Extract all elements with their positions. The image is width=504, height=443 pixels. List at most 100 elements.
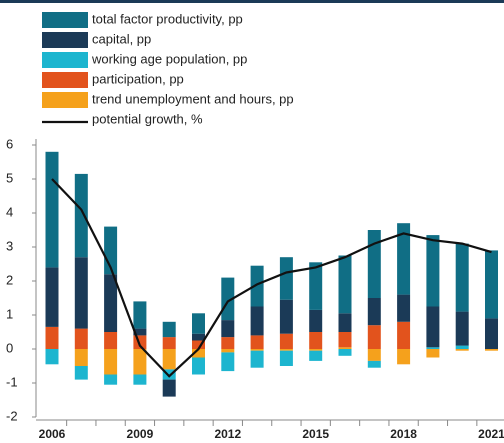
legend-swatch (42, 12, 88, 28)
legend-label: trend unemployment and hours, pp (92, 91, 294, 106)
legend-label: total factor productivity, pp (92, 11, 243, 26)
legend-label: working age population, pp (91, 51, 247, 66)
bar-segment (250, 306, 264, 336)
legend-label: capital, pp (92, 31, 151, 46)
bar-segment (426, 235, 440, 307)
bar-segment (45, 267, 59, 327)
bar-segment (162, 379, 176, 397)
y-tick-label: 0 (6, 340, 13, 355)
bar-segment (104, 374, 118, 385)
bar-segment (250, 335, 264, 349)
legend-swatch (42, 32, 88, 48)
bar-segment (309, 309, 323, 332)
bar-segment (162, 349, 176, 370)
bar-segment (397, 349, 411, 365)
bar-segment (104, 349, 118, 375)
bar-segment (250, 349, 264, 351)
bar-segment (45, 326, 59, 349)
bar-segment (279, 257, 293, 300)
bar-segment (192, 349, 205, 358)
legend-label: potential growth, % (92, 111, 203, 126)
bar-segment (455, 349, 469, 351)
bar-segment (74, 257, 88, 329)
bar-segment (426, 347, 440, 349)
bar-segment (338, 347, 352, 349)
bar-segment (309, 350, 323, 361)
bar-segment (397, 223, 411, 295)
bar-segment (455, 345, 469, 349)
bar-segment (367, 298, 381, 326)
bar-segment (133, 301, 147, 329)
bar-segment (104, 274, 118, 332)
y-tick-label: 2 (6, 272, 13, 287)
bar-segment (397, 321, 411, 349)
x-tick-label: 2015 (302, 427, 329, 441)
y-tick-label: 6 (6, 136, 13, 151)
y-tick-label: -2 (6, 408, 18, 423)
legend-label: participation, pp (92, 71, 184, 86)
bar-segment (485, 250, 498, 319)
bar-segment (162, 321, 176, 338)
top-rule (0, 0, 504, 3)
bar-segment (367, 230, 381, 298)
bar-segment (309, 262, 323, 310)
bar-segment (397, 294, 411, 322)
line (51, 178, 492, 378)
bar-segment (133, 374, 147, 385)
bar-segment (455, 311, 469, 346)
bar-segment (338, 332, 352, 348)
bar-segment (250, 265, 264, 307)
x-tick-label: 2021 (478, 427, 504, 441)
bar-segment (221, 320, 235, 338)
bar-segment (367, 325, 381, 349)
bar-segment (485, 318, 498, 349)
y-tick-label: 3 (6, 238, 13, 253)
x-tick-label: 2012 (214, 427, 241, 441)
bar-segment (309, 349, 323, 351)
y-tick-label: -1 (6, 374, 18, 389)
bar-segment (45, 151, 59, 268)
y-tick-label: 1 (6, 306, 13, 321)
legend-swatch (42, 92, 88, 108)
bar-segment (74, 328, 88, 349)
bar-segment (367, 360, 381, 368)
bar-segment (485, 349, 498, 351)
bar-segment (74, 349, 88, 366)
bar-segment (367, 349, 381, 361)
bar-segment (192, 357, 205, 375)
bar-segment (279, 350, 293, 366)
bar-segment (74, 366, 88, 380)
bar-segment (133, 328, 147, 336)
legend-swatch (42, 72, 88, 88)
bar-segment (133, 349, 147, 375)
bar-segment (279, 349, 293, 351)
bar-segment (104, 332, 118, 349)
bar-segment (426, 349, 440, 358)
x-tick-label: 2009 (127, 427, 154, 441)
legend-swatch (42, 52, 88, 68)
bar-segment (279, 333, 293, 349)
bar-segment (192, 333, 205, 341)
bar-segment (74, 173, 88, 258)
bar-segment (338, 255, 352, 314)
bar-segment (221, 352, 235, 372)
bar-segment (192, 340, 205, 349)
bar-segment (250, 350, 264, 368)
bar-segment (221, 277, 235, 321)
bar-segment (45, 349, 59, 365)
bar-segment (192, 313, 205, 334)
bar-segment (338, 349, 352, 356)
bar-segment (338, 313, 352, 332)
bar-segment (309, 332, 323, 349)
bar-segment (455, 243, 469, 312)
y-tick-label: 5 (6, 170, 13, 185)
y-tick-label: 4 (6, 204, 13, 219)
bar-segment (221, 349, 235, 353)
x-tick-label: 2006 (39, 427, 66, 441)
bar-segment (279, 299, 293, 334)
x-tick-label: 2018 (390, 427, 417, 441)
bar-segment (221, 337, 235, 349)
bar-segment (426, 306, 440, 348)
bar-segment (162, 369, 176, 380)
